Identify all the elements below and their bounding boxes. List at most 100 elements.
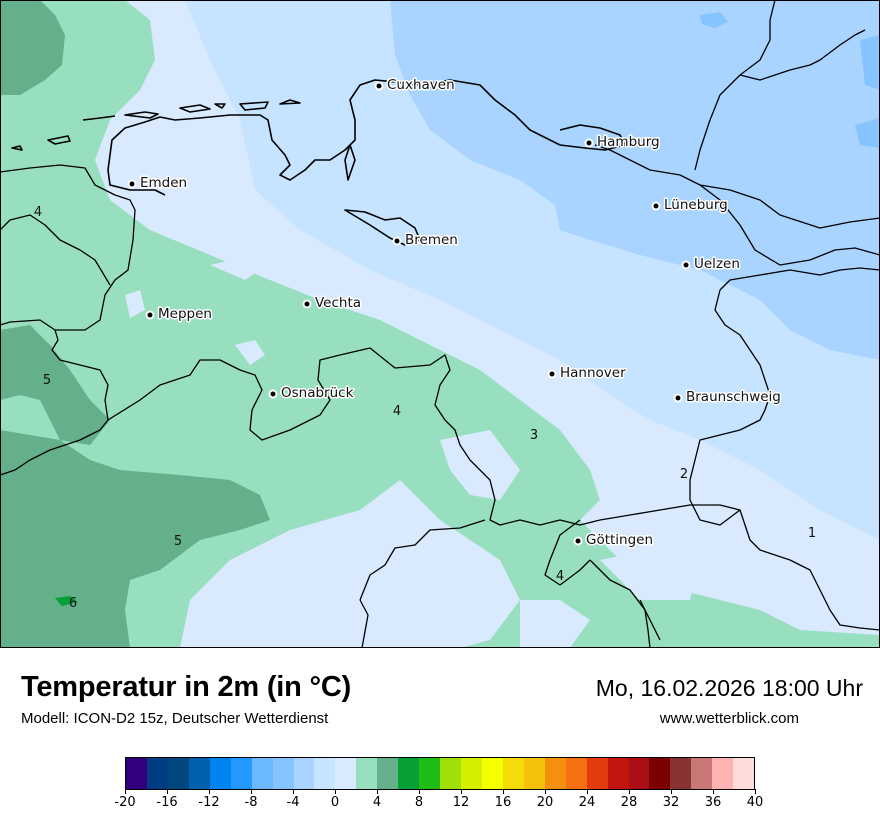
contour-labels: 4 5 4 3 2 1 5 4 6 bbox=[34, 205, 816, 611]
colorbar-tick bbox=[376, 789, 378, 794]
field-minus4-minus2 bbox=[390, 0, 880, 360]
city-dot-icon bbox=[394, 238, 400, 244]
isotherm-label: 5 bbox=[174, 534, 182, 549]
city-dot-icon bbox=[586, 140, 592, 146]
colorbar-tick-label: 28 bbox=[620, 795, 638, 810]
colorbar-segment bbox=[502, 758, 524, 789]
colorbar-segment bbox=[356, 758, 378, 789]
field-minus6-patch bbox=[855, 118, 880, 148]
colorbar-segment bbox=[586, 758, 608, 789]
colorbar-tick-label: 12 bbox=[452, 795, 470, 810]
colorbar-tick-label: 20 bbox=[536, 795, 554, 810]
colorbar-segment bbox=[314, 758, 336, 789]
city-bremen[interactable]: Bremen bbox=[392, 231, 459, 250]
colorbar-segment bbox=[523, 758, 545, 789]
city-dot-icon bbox=[575, 538, 581, 544]
colorbar-tick-label: -20 bbox=[114, 795, 136, 810]
field-minus6-patch bbox=[700, 12, 728, 28]
city-label: Göttingen bbox=[586, 532, 653, 548]
city-braunschweig[interactable]: Braunschweig bbox=[673, 388, 782, 407]
city-dot-icon bbox=[129, 181, 135, 187]
colorbar-segment bbox=[167, 758, 189, 789]
colorbar-tick bbox=[544, 789, 546, 794]
city-dot-icon bbox=[304, 301, 310, 307]
field-0-2-patch bbox=[125, 290, 145, 318]
colorbar-tick bbox=[124, 789, 126, 794]
colorbar-segment bbox=[335, 758, 357, 789]
colorbar-segment bbox=[565, 758, 587, 789]
colorbar-segment bbox=[670, 758, 692, 789]
colorbar-segment bbox=[607, 758, 629, 789]
cities: Cuxhaven Hamburg Emden Lüneburg Bremen U… bbox=[127, 76, 782, 550]
colorbar-tick bbox=[712, 789, 714, 794]
city-label: Cuxhaven bbox=[387, 77, 455, 93]
city-dot-icon bbox=[683, 262, 689, 268]
field-4-6-west bbox=[0, 325, 110, 445]
colorbar-segment bbox=[126, 758, 147, 789]
colorbar-segment bbox=[398, 758, 420, 789]
field-4-6-southwest bbox=[0, 430, 270, 648]
isotherm-label: 4 bbox=[393, 404, 401, 419]
city-label: Osnabrück bbox=[281, 385, 354, 401]
city-label: Hannover bbox=[560, 365, 626, 381]
colorbar-tick bbox=[208, 789, 210, 794]
colorbar-tick bbox=[502, 789, 504, 794]
state-borders bbox=[0, 0, 880, 648]
map-canvas: 4 5 4 3 2 1 5 4 6 Cuxhaven Hamburg Emden… bbox=[0, 0, 880, 648]
field-0-2-patch bbox=[520, 600, 590, 648]
field-4-6-north bbox=[0, 0, 65, 95]
colorbar-tick bbox=[670, 789, 672, 794]
isotherm-label: 1 bbox=[808, 526, 816, 541]
colorbar-segment bbox=[251, 758, 273, 789]
city-dot-icon bbox=[549, 371, 555, 377]
city-label: Bremen bbox=[405, 232, 458, 248]
colorbar-tick bbox=[166, 789, 168, 794]
colorbar-tick-label: -16 bbox=[156, 795, 178, 810]
model-subtitle: Modell: ICON-D2 15z, Deutscher Wetterdie… bbox=[21, 710, 329, 727]
colorbar-segment bbox=[272, 758, 294, 789]
city-uelzen[interactable]: Uelzen bbox=[681, 255, 741, 274]
city-hannover[interactable]: Hannover bbox=[547, 364, 628, 383]
colorbar-segment bbox=[419, 758, 441, 789]
colorbar-tick-label: -12 bbox=[198, 795, 220, 810]
map-title: Temperatur in 2m (in °C) bbox=[21, 671, 352, 703]
colorbar-tick bbox=[754, 789, 756, 794]
city-dot-icon bbox=[653, 203, 659, 209]
colorbar-tick bbox=[586, 789, 588, 794]
city-label: Braunschweig bbox=[686, 389, 781, 405]
city-label: Meppen bbox=[158, 306, 212, 322]
city-label: Lüneburg bbox=[664, 197, 728, 213]
colorbar-tick bbox=[628, 789, 630, 794]
city-meppen[interactable]: Meppen bbox=[145, 305, 213, 324]
temperature-colorbar bbox=[125, 757, 755, 790]
city-hamburg[interactable]: Hamburg bbox=[584, 133, 661, 152]
city-dot-icon bbox=[270, 391, 276, 397]
city-lueneburg[interactable]: Lüneburg bbox=[651, 196, 729, 215]
colorbar-tick-label: 32 bbox=[662, 795, 680, 810]
city-label: Hamburg bbox=[597, 134, 660, 150]
city-dot-icon bbox=[675, 395, 681, 401]
city-cuxhaven[interactable]: Cuxhaven bbox=[374, 76, 456, 95]
colorbar-tick-label: -4 bbox=[286, 795, 300, 810]
isotherm-label: 5 bbox=[43, 373, 51, 388]
colorbar-segment bbox=[712, 758, 734, 789]
coastlines bbox=[11, 79, 626, 246]
colorbar-tick-label: 8 bbox=[414, 795, 424, 810]
city-vechta[interactable]: Vechta bbox=[302, 294, 363, 313]
isotherm-label: 4 bbox=[556, 569, 564, 584]
website-link[interactable]: www.wetterblick.com bbox=[659, 710, 799, 727]
city-label: Emden bbox=[140, 175, 187, 191]
field-0-2-patch bbox=[600, 550, 700, 600]
city-dot-icon bbox=[376, 83, 382, 89]
forecast-datetime: Mo, 16.02.2026 18:00 Uhr bbox=[595, 675, 863, 701]
colorbar-tick-label: 4 bbox=[372, 795, 382, 810]
field-0-2-south bbox=[180, 480, 520, 648]
city-osnabrueck[interactable]: Osnabrück bbox=[268, 384, 355, 403]
temperature-map: 4 5 4 3 2 1 5 4 6 Cuxhaven Hamburg Emden… bbox=[0, 0, 880, 648]
city-label: Uelzen bbox=[694, 256, 740, 272]
city-emden[interactable]: Emden bbox=[127, 174, 189, 193]
colorbar-tick bbox=[250, 789, 252, 794]
colorbar-tick-label: 40 bbox=[746, 795, 764, 810]
colorbar-segment bbox=[146, 758, 168, 789]
city-goettingen[interactable]: Göttingen bbox=[573, 531, 655, 550]
